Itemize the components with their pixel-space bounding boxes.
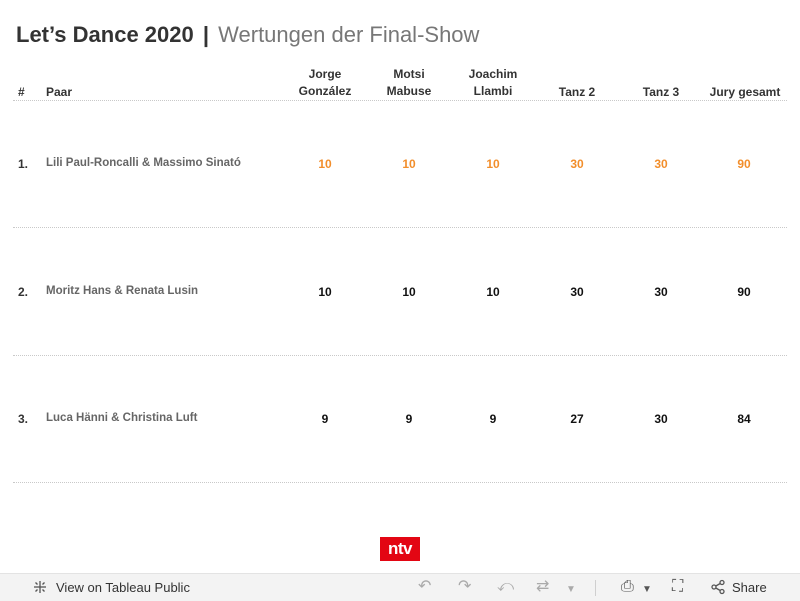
revert-icon[interactable]: ⤺	[497, 578, 515, 595]
cell-tanz3: 30	[654, 157, 668, 171]
tableau-icon	[34, 581, 46, 593]
cell-jury: 84	[737, 412, 751, 426]
dropdown-icon[interactable]: ▼	[566, 584, 576, 595]
title-subtitle: Wertungen der Final-Show	[218, 22, 480, 47]
row-divider	[13, 482, 787, 483]
ntv-logo: ntv	[380, 537, 420, 561]
cell-joachim: 9	[489, 412, 497, 426]
refresh-icon[interactable]: ⇄	[536, 578, 550, 595]
share-button[interactable]: Share	[710, 579, 767, 595]
cell-tanz2: 30	[570, 285, 584, 299]
cell-tanz2: 30	[570, 157, 584, 171]
header-joachim: Joachim Llambi	[463, 66, 523, 100]
cell-tanz2: 27	[570, 412, 584, 426]
download-dropdown-icon[interactable]: ▼	[642, 584, 652, 595]
tableau-toolbar: View on Tableau Public ↶ ↷ ⤺ ⇄ ▼ ⎙ ▼ ⛶ S…	[0, 573, 800, 601]
header-pair: Paar	[46, 85, 73, 99]
cell-motsi: 9	[405, 412, 413, 426]
row-rank: 3.	[18, 412, 29, 426]
row-rank: 2.	[18, 285, 29, 299]
title-separator: |	[202, 22, 210, 47]
row-pair[interactable]: Luca Hänni & Christina Luft	[46, 412, 198, 424]
cell-joachim: 10	[486, 157, 500, 171]
page-title: Let’s Dance 2020 | Wertungen der Final-S…	[16, 20, 479, 50]
share-label: Share	[732, 579, 767, 595]
row-divider	[13, 227, 787, 228]
cell-jorge: 9	[321, 412, 329, 426]
cell-joachim: 10	[486, 285, 500, 299]
cell-tanz3: 30	[654, 412, 668, 426]
header-tanz3: Tanz 3	[642, 85, 680, 99]
cell-tanz3: 30	[654, 285, 668, 299]
header-divider	[13, 100, 787, 101]
undo-icon[interactable]: ↶	[418, 578, 432, 595]
cell-jury: 90	[737, 157, 751, 171]
title-main: Let’s Dance 2020	[16, 22, 194, 47]
redo-icon[interactable]: ↷	[458, 578, 472, 595]
header-jorge: Jorge González	[295, 66, 355, 100]
header-jorge-line1: Jorge	[308, 67, 342, 81]
row-divider	[13, 355, 787, 356]
row-rank: 1.	[18, 157, 29, 171]
header-motsi-line2: Mabuse	[386, 84, 432, 98]
header-rank: #	[18, 85, 25, 99]
download-icon[interactable]: ⎙	[621, 578, 634, 595]
view-on-tableau-label: View on Tableau Public	[56, 579, 190, 595]
cell-jury: 90	[737, 285, 751, 299]
view-on-tableau-link[interactable]: View on Tableau Public	[32, 579, 190, 595]
header-jury: Jury gesamt	[709, 85, 781, 99]
cell-jorge: 10	[318, 285, 332, 299]
cell-motsi: 10	[402, 285, 416, 299]
header-tanz2: Tanz 2	[558, 85, 596, 99]
share-icon	[711, 579, 725, 595]
header-motsi-line1: Motsi	[393, 67, 425, 81]
header-motsi: Motsi Mabuse	[379, 66, 439, 100]
fullscreen-icon[interactable]: ⛶	[672, 578, 684, 595]
cell-jorge: 10	[318, 157, 332, 171]
cell-motsi: 10	[402, 157, 416, 171]
header-joachim-line2: Llambi	[473, 84, 513, 98]
row-pair[interactable]: Lili Paul-Roncalli & Massimo Sinató	[46, 157, 241, 169]
row-pair[interactable]: Moritz Hans & Renata Lusin	[46, 285, 199, 297]
toolbar-divider	[595, 580, 596, 596]
header-joachim-line1: Joachim	[468, 67, 518, 81]
header-jorge-line2: González	[298, 84, 352, 98]
